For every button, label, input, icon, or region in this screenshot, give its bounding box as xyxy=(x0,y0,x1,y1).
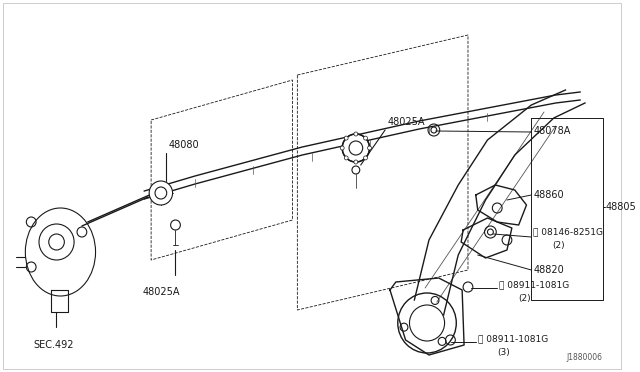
Text: 48025A: 48025A xyxy=(388,117,426,127)
Text: SEC.492: SEC.492 xyxy=(33,340,74,350)
Text: 48805: 48805 xyxy=(605,202,636,212)
Circle shape xyxy=(367,146,371,150)
Text: 48078A: 48078A xyxy=(533,126,571,136)
Circle shape xyxy=(149,181,173,205)
Circle shape xyxy=(352,166,360,174)
Text: Ⓝ 08911-1081G: Ⓝ 08911-1081G xyxy=(477,334,548,343)
Text: 48820: 48820 xyxy=(533,265,564,275)
Circle shape xyxy=(349,141,363,155)
Text: (2): (2) xyxy=(518,294,531,302)
Text: 48860: 48860 xyxy=(533,190,564,200)
Text: (2): (2) xyxy=(552,241,564,250)
Text: 48080: 48080 xyxy=(169,140,199,150)
Circle shape xyxy=(344,136,348,140)
Circle shape xyxy=(364,136,367,140)
Text: 48025A: 48025A xyxy=(142,287,180,297)
Circle shape xyxy=(171,220,180,230)
Circle shape xyxy=(340,146,344,150)
Circle shape xyxy=(155,187,166,199)
Text: Ⓝ 08911-1081G: Ⓝ 08911-1081G xyxy=(499,280,570,289)
Circle shape xyxy=(364,156,367,160)
Circle shape xyxy=(344,156,348,160)
Circle shape xyxy=(354,132,358,136)
Text: Ⓑ 08146-8251G: Ⓑ 08146-8251G xyxy=(533,228,604,237)
Circle shape xyxy=(342,134,369,162)
Circle shape xyxy=(354,160,358,164)
Text: (3): (3) xyxy=(497,347,510,356)
Text: J1880006: J1880006 xyxy=(566,353,602,362)
